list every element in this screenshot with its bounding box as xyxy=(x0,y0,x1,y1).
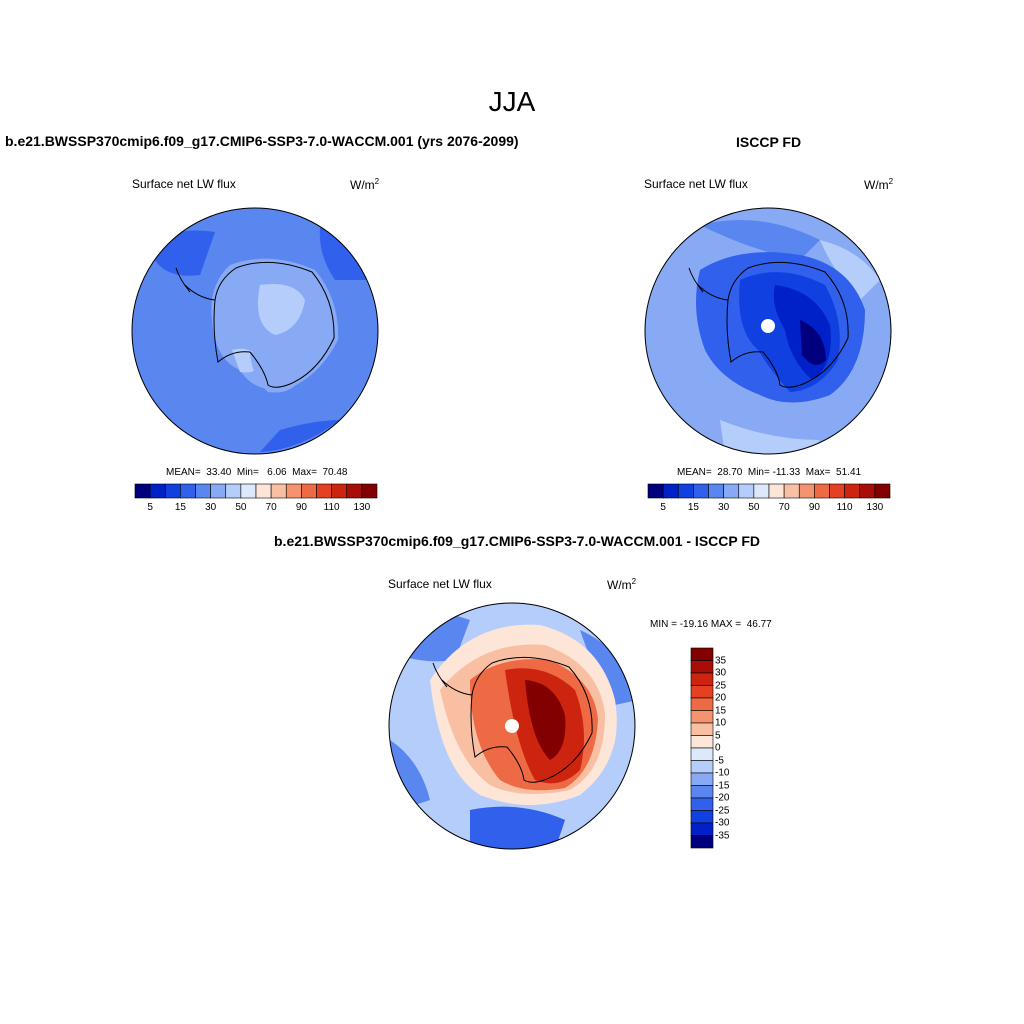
right-colorbar-tick-label: 70 xyxy=(778,502,790,513)
diff-units-label: W/m2 xyxy=(607,577,637,592)
right-high-patch xyxy=(720,420,820,454)
diff-colorbar-tick-label: -15 xyxy=(715,780,730,791)
right-variable-label: Surface net LW flux xyxy=(644,177,748,191)
diff-negative-patch xyxy=(580,630,635,705)
left-colorbar-tick-label: 50 xyxy=(235,502,247,513)
right-colorbar-tick-label: 110 xyxy=(836,502,853,513)
diff-colorbar-tick-label: -10 xyxy=(715,767,730,779)
diff-colorbar xyxy=(690,647,714,849)
diff-colorbar-tick-label: -30 xyxy=(715,817,730,829)
diff-colorbar-tick-label: 30 xyxy=(715,667,727,679)
diff-negative-patch xyxy=(470,806,565,849)
left-low-patch xyxy=(260,420,340,452)
left-coastline xyxy=(213,261,335,388)
diff-stats: MIN = -19.16 MAX = 46.77 xyxy=(650,619,772,630)
left-units-label: W/m2 xyxy=(350,177,380,192)
diff-colorbar-tick-label: 0 xyxy=(715,742,721,754)
right-colorbar-tick-label: 15 xyxy=(687,502,699,513)
left-colorbar-tick-label: 30 xyxy=(205,502,217,513)
right-colorbar xyxy=(647,483,891,499)
right-peninsula-coast xyxy=(688,267,729,301)
left-colorbar xyxy=(134,483,378,499)
diff-colorbar-tick-label: -20 xyxy=(715,792,730,804)
diff-peninsula-coast xyxy=(432,662,473,696)
diff-pole-hole xyxy=(505,719,519,733)
right-colorbar-tick-label: 5 xyxy=(660,502,666,513)
right-pole-hole xyxy=(761,319,775,333)
right-colorbar-swatch xyxy=(874,483,891,499)
diff-colorbar-swatch xyxy=(690,835,714,849)
right-coldest-core xyxy=(800,320,826,365)
diff-colorbar-tick-label: 5 xyxy=(715,730,721,741)
left-colorbar-ticks: 5 15 30 50 70 90 110 130 xyxy=(135,502,377,516)
diff-colorbar-tick-label: -25 xyxy=(715,805,730,816)
right-colorbar-ticks: 5 15 30 50 70 90 110 130 xyxy=(648,502,890,516)
left-shelf-patch xyxy=(250,352,300,393)
right-colorbar-tick-label: 90 xyxy=(808,502,820,513)
right-coastline xyxy=(726,261,849,388)
left-colorbar-tick-label: 90 xyxy=(295,502,307,513)
left-map-border xyxy=(131,207,379,455)
left-high-patch xyxy=(257,284,305,335)
left-colorbar-tick-label: 130 xyxy=(353,502,371,513)
left-stats: MEAN= 33.40 Min= 6.06 Max= 70.48 xyxy=(166,467,348,478)
right-mid-patch xyxy=(700,220,820,260)
right-colorbar-tick-label: 50 xyxy=(748,502,760,513)
left-colorbar-tick-label: 5 xyxy=(147,502,153,513)
diff-colorbar-tick-label: 35 xyxy=(715,655,727,666)
left-colorbar-swatch xyxy=(361,483,378,499)
diff-colorbar-tick-label: 25 xyxy=(715,680,727,691)
diff-colorbar-ticks: 35 30 25 20 15 10 5 0 -5 -10 -15 -20 -25 -30 -35 xyxy=(691,648,751,848)
left-peninsula-coast xyxy=(175,267,216,301)
right-colorbar-tick-label: 30 xyxy=(718,502,730,513)
diff-panel-title: b.e21.BWSSP370cmip6.f09_g17.CMIP6-SSP3-7… xyxy=(274,533,761,549)
diff-colorbar-tick-label: 10 xyxy=(715,717,727,729)
right-colorbar-tick-label: 130 xyxy=(866,502,884,513)
diff-hottest-core xyxy=(525,680,566,760)
diff-colorbar-tick-label: 15 xyxy=(715,705,727,716)
right-units-label: W/m2 xyxy=(864,177,894,192)
diff-map-border xyxy=(388,602,636,850)
right-map-border xyxy=(644,207,892,455)
left-colorbar-tick-label: 70 xyxy=(265,502,277,513)
season-title: JJA xyxy=(488,86,536,117)
left-panel-title: b.e21.BWSSP370cmip6.f09_g17.CMIP6-SSP3-7… xyxy=(5,133,519,149)
right-panel-title: ISCCP FD xyxy=(736,134,802,150)
left-low-patch xyxy=(319,228,372,280)
left-colorbar-tick-label: 110 xyxy=(323,502,340,513)
diff-colorbar-tick-label: 20 xyxy=(715,692,727,704)
diff-variable-label: Surface net LW flux xyxy=(388,577,492,591)
diff-colorbar-tick-label: -35 xyxy=(715,830,730,841)
right-stats: MEAN= 28.70 Min= -11.33 Max= 51.41 xyxy=(677,467,862,478)
right-high-patch xyxy=(820,240,880,300)
left-variable-label: Surface net LW flux xyxy=(132,177,236,191)
left-colorbar-tick-label: 15 xyxy=(174,502,186,513)
diff-colorbar-tick-label: -5 xyxy=(715,755,724,766)
diff-coastline xyxy=(470,656,593,783)
